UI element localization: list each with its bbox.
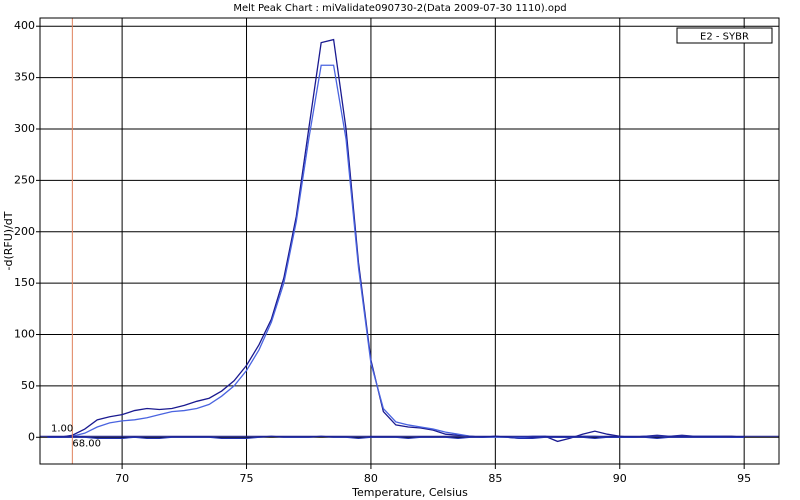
plot-area — [40, 18, 779, 464]
legend-label: E2 - SYBR — [700, 32, 749, 43]
x-tick-label: 70 — [115, 472, 129, 485]
x-axis-label: Temperature, Celsius — [351, 486, 468, 499]
x-tick-label: 95 — [737, 472, 751, 485]
y-tick-label: 100 — [14, 328, 35, 341]
plot-border — [39, 17, 780, 465]
y-tick-label: 150 — [14, 276, 35, 289]
melt-curve — [47, 435, 745, 439]
y-axis-label: -d(RFU)/dT — [2, 211, 15, 270]
threshold-label: 1.00 — [51, 423, 73, 434]
y-tick-label: 0 — [28, 430, 35, 443]
marker-label: 68.00 — [72, 438, 101, 449]
x-tick-label: 75 — [240, 472, 254, 485]
x-tick-label: 80 — [364, 472, 378, 485]
y-tick-label: 300 — [14, 122, 35, 135]
legend-box — [676, 27, 773, 44]
y-tick-label: 400 — [14, 19, 35, 32]
x-tick-label: 90 — [613, 472, 627, 485]
y-tick-label: 250 — [14, 173, 35, 186]
grid — [36, 18, 779, 469]
legend: E2 - SYBR — [676, 27, 773, 44]
y-tick-label: 200 — [14, 225, 35, 238]
x-tick-label: 85 — [488, 472, 502, 485]
chart-title: Melt Peak Chart : miValidate090730-2(Dat… — [233, 3, 566, 14]
y-tick-label: 50 — [21, 379, 35, 392]
y-tick-label: 350 — [14, 71, 35, 84]
